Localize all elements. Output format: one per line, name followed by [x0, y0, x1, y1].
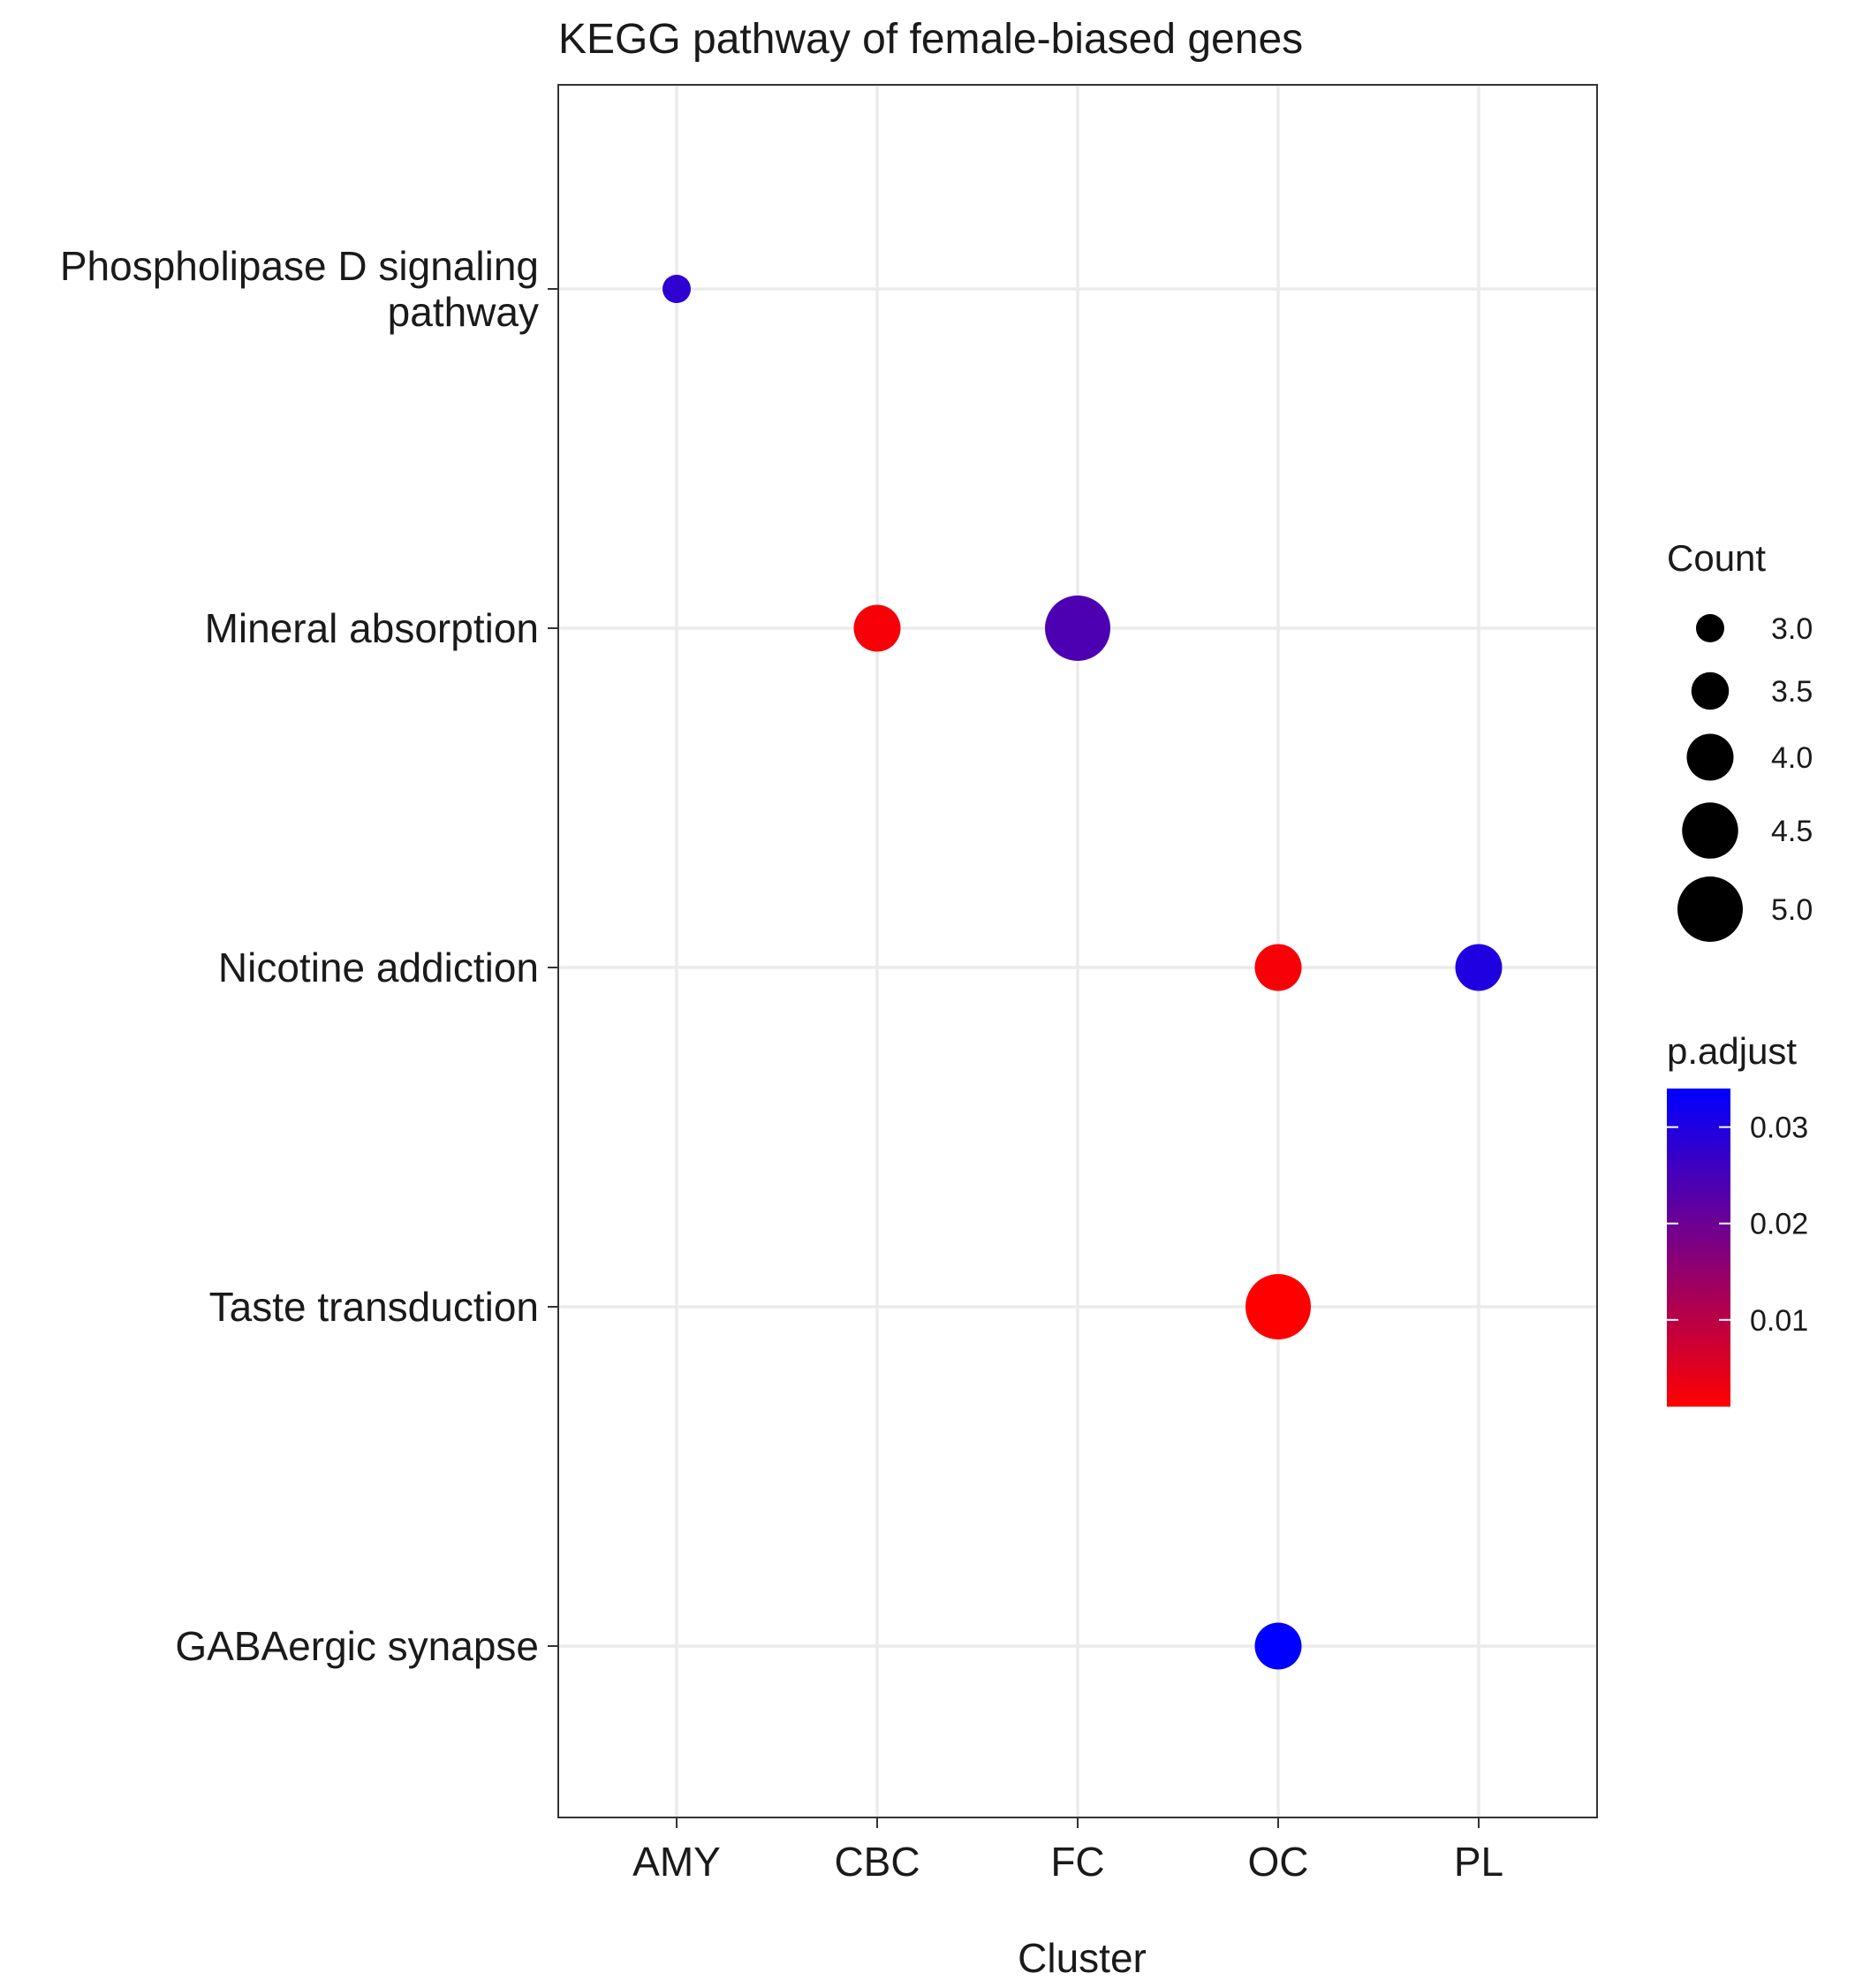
y-tick-label: GABAergic synapse: [175, 1623, 539, 1669]
count-legend-key: [1696, 614, 1724, 642]
p-adjust-color-legend: p.adjust 0.01 0.02 0.03: [1667, 1030, 1808, 1407]
plot-panel: [557, 84, 1598, 1818]
count-legend-label: 4.0: [1771, 741, 1813, 775]
count-legend-label: 4.5: [1771, 815, 1813, 848]
x-tick-label: AMY: [632, 1839, 721, 1885]
y-axis: Phospholipase D signaling pathway Mineral …: [60, 243, 558, 1669]
data-point: [1254, 1622, 1302, 1670]
count-legend-key: [1682, 802, 1738, 859]
chart-title: KEGG pathway of female-biased genes: [558, 16, 1303, 63]
p-adjust-legend-title: p.adjust: [1667, 1030, 1797, 1072]
count-legend-key: [1686, 733, 1734, 781]
data-point: [662, 275, 691, 303]
p-adjust-legend-label: 0.03: [1750, 1112, 1808, 1145]
y-tick-label: Phospholipase D signaling pathway: [60, 243, 539, 335]
x-tick-label: CBC: [834, 1839, 920, 1885]
x-axis: AMY CBC FC OC PL: [632, 1817, 1503, 1885]
data-point: [1045, 596, 1110, 661]
y-tick-label: Mineral absorption: [205, 605, 539, 651]
count-legend-key: [1677, 876, 1743, 942]
data-point: [1254, 944, 1302, 991]
count-legend-key: [1691, 672, 1730, 710]
data-point: [853, 604, 901, 652]
count-legend-label: 5.0: [1771, 893, 1813, 927]
p-adjust-legend-label: 0.01: [1750, 1304, 1808, 1338]
count-legend-label: 3.5: [1771, 675, 1813, 709]
data-points: [662, 275, 1503, 1670]
x-axis-title: Cluster: [1018, 1935, 1147, 1981]
y-tick-label: Taste transduction: [209, 1284, 539, 1330]
x-tick-label: OC: [1248, 1839, 1309, 1885]
x-tick-label: PL: [1454, 1839, 1503, 1885]
data-point: [1246, 1274, 1311, 1339]
count-size-legend: Count 3.0 3.5 4.0 4.5 5.0: [1667, 537, 1813, 942]
x-tick-label: FC: [1050, 1839, 1104, 1885]
p-adjust-colorbar: [1667, 1089, 1730, 1407]
y-tick-label: Nicotine addiction: [218, 945, 539, 990]
count-legend-label: 3.0: [1771, 612, 1813, 646]
count-legend-title: Count: [1667, 537, 1766, 579]
data-point: [1455, 944, 1503, 991]
p-adjust-legend-label: 0.02: [1750, 1208, 1808, 1241]
